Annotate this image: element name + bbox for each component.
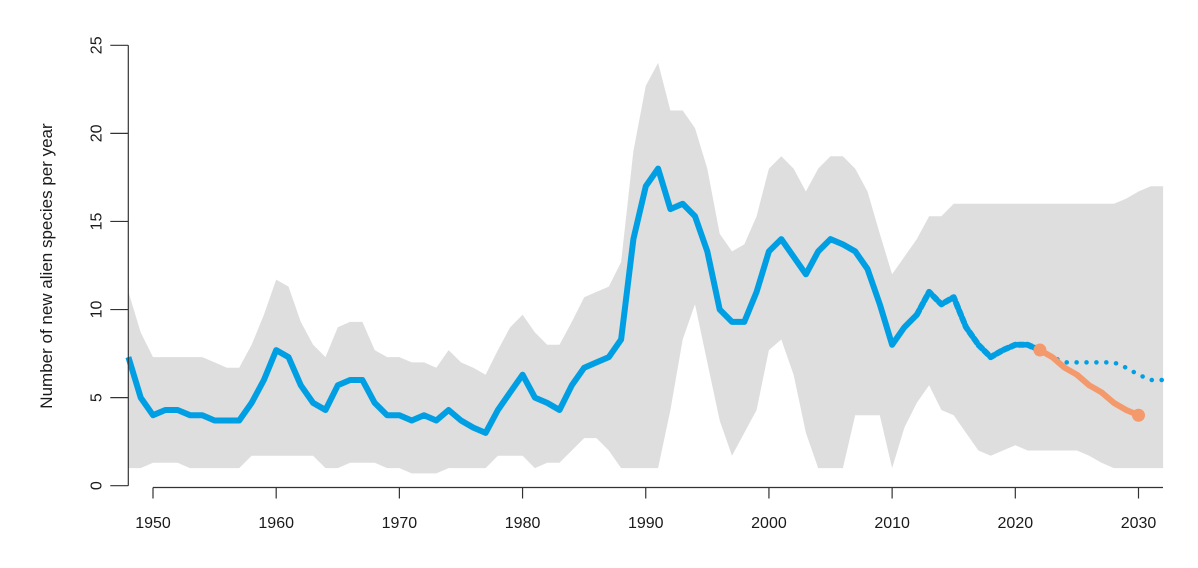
uncertainty-band [128,62,1164,474]
x-axis: 1950 1960 1970 1980 1990 2000 2010 2020 2030 [135,486,1163,532]
projection-dotted-line [1037,347,1166,383]
x-tick-label: 2000 [751,515,787,532]
y-tick-label: 15 [88,212,105,230]
x-tick-label: 2030 [1121,515,1157,532]
y-tick-label: 0 [88,481,105,490]
y-tick-label: 20 [88,124,105,142]
y-tick-label: 25 [88,36,105,54]
recent-dashed-line [913,288,1043,361]
x-tick-label: 1970 [382,515,418,532]
x-tick-label: 1950 [135,515,171,532]
uncertainty-band-area [128,62,1164,474]
x-tick-label: 2010 [874,515,910,532]
x-tick-label: 1960 [258,515,294,532]
target-start-point [1033,343,1047,357]
y-tick-label: 5 [88,393,105,402]
x-tick-label: 1990 [628,515,664,532]
y-axis-title: Number of new alien species per year [37,123,56,409]
target-end-point [1132,408,1145,422]
y-axis: 0 5 10 15 20 25 [88,36,129,490]
x-tick-label: 2020 [998,515,1034,532]
y-tick-label: 10 [88,301,105,319]
x-tick-label: 1980 [505,515,541,532]
observed-line [125,165,919,436]
series-lines [125,165,1166,436]
target-line [1036,347,1142,419]
